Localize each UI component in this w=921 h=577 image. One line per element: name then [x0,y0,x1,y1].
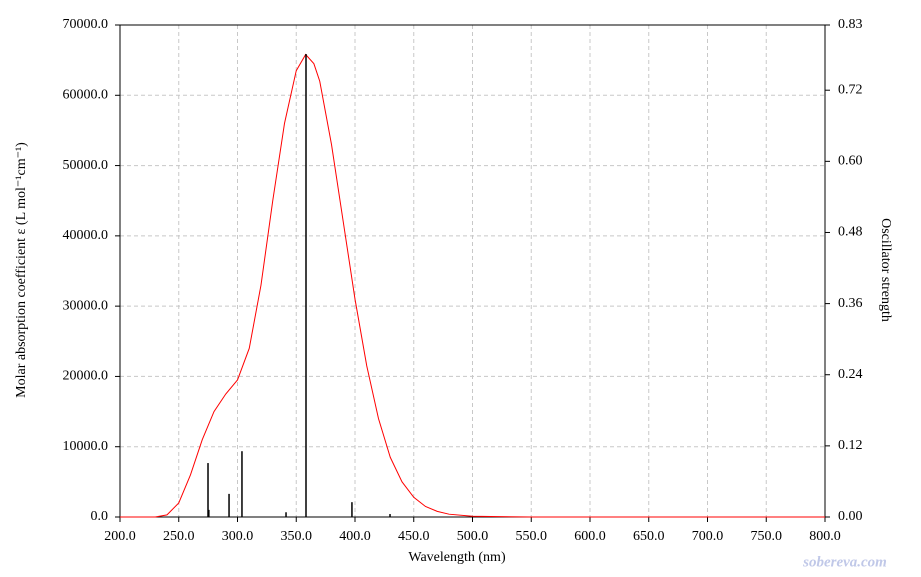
x-tick-label: 250.0 [163,529,195,544]
y2-tick-label: 0.83 [838,17,863,32]
y2-tick-label: 0.48 [838,225,863,240]
y-tick-label: 70000.0 [63,17,109,32]
x-tick-label: 450.0 [398,529,430,544]
x-tick-label: 400.0 [339,529,371,544]
y-tick-label: 50000.0 [63,158,109,173]
y-tick-label: 10000.0 [63,439,109,454]
y-axis-label: Molar absorption coefficient ε (L mol⁻¹c… [14,142,29,398]
x-tick-label: 600.0 [574,529,606,544]
y2-tick-label: 0.72 [838,82,863,97]
x-tick-label: 550.0 [516,529,548,544]
y2-tick-label: 0.60 [838,154,863,169]
x-tick-label: 200.0 [104,529,136,544]
y2-tick-label: 0.00 [838,509,863,524]
y-tick-label: 60000.0 [63,88,109,103]
y-tick-label: 0.0 [91,509,109,524]
y2-tick-label: 0.12 [838,438,863,453]
y-tick-label: 20000.0 [63,369,109,384]
y-tick-label: 30000.0 [63,298,109,313]
x-tick-label: 650.0 [633,529,665,544]
x-tick-label: 300.0 [222,529,254,544]
watermark: sobereva.com [802,554,887,570]
y2-tick-label: 0.24 [838,367,863,382]
x-axis-label: Wavelength (nm) [408,550,506,565]
y2-axis-label: Oscillator strength [878,218,893,322]
plot-frame [119,24,826,518]
y2-tick-label: 0.36 [838,296,863,311]
x-tick-label: 500.0 [457,529,489,544]
x-tick-label: 750.0 [751,529,783,544]
x-tick-label: 700.0 [692,529,724,544]
x-tick-label: 350.0 [281,529,313,544]
spectrum-line [120,53,825,518]
y-tick-label: 40000.0 [63,228,109,243]
x-tick-label: 800.0 [809,529,841,544]
